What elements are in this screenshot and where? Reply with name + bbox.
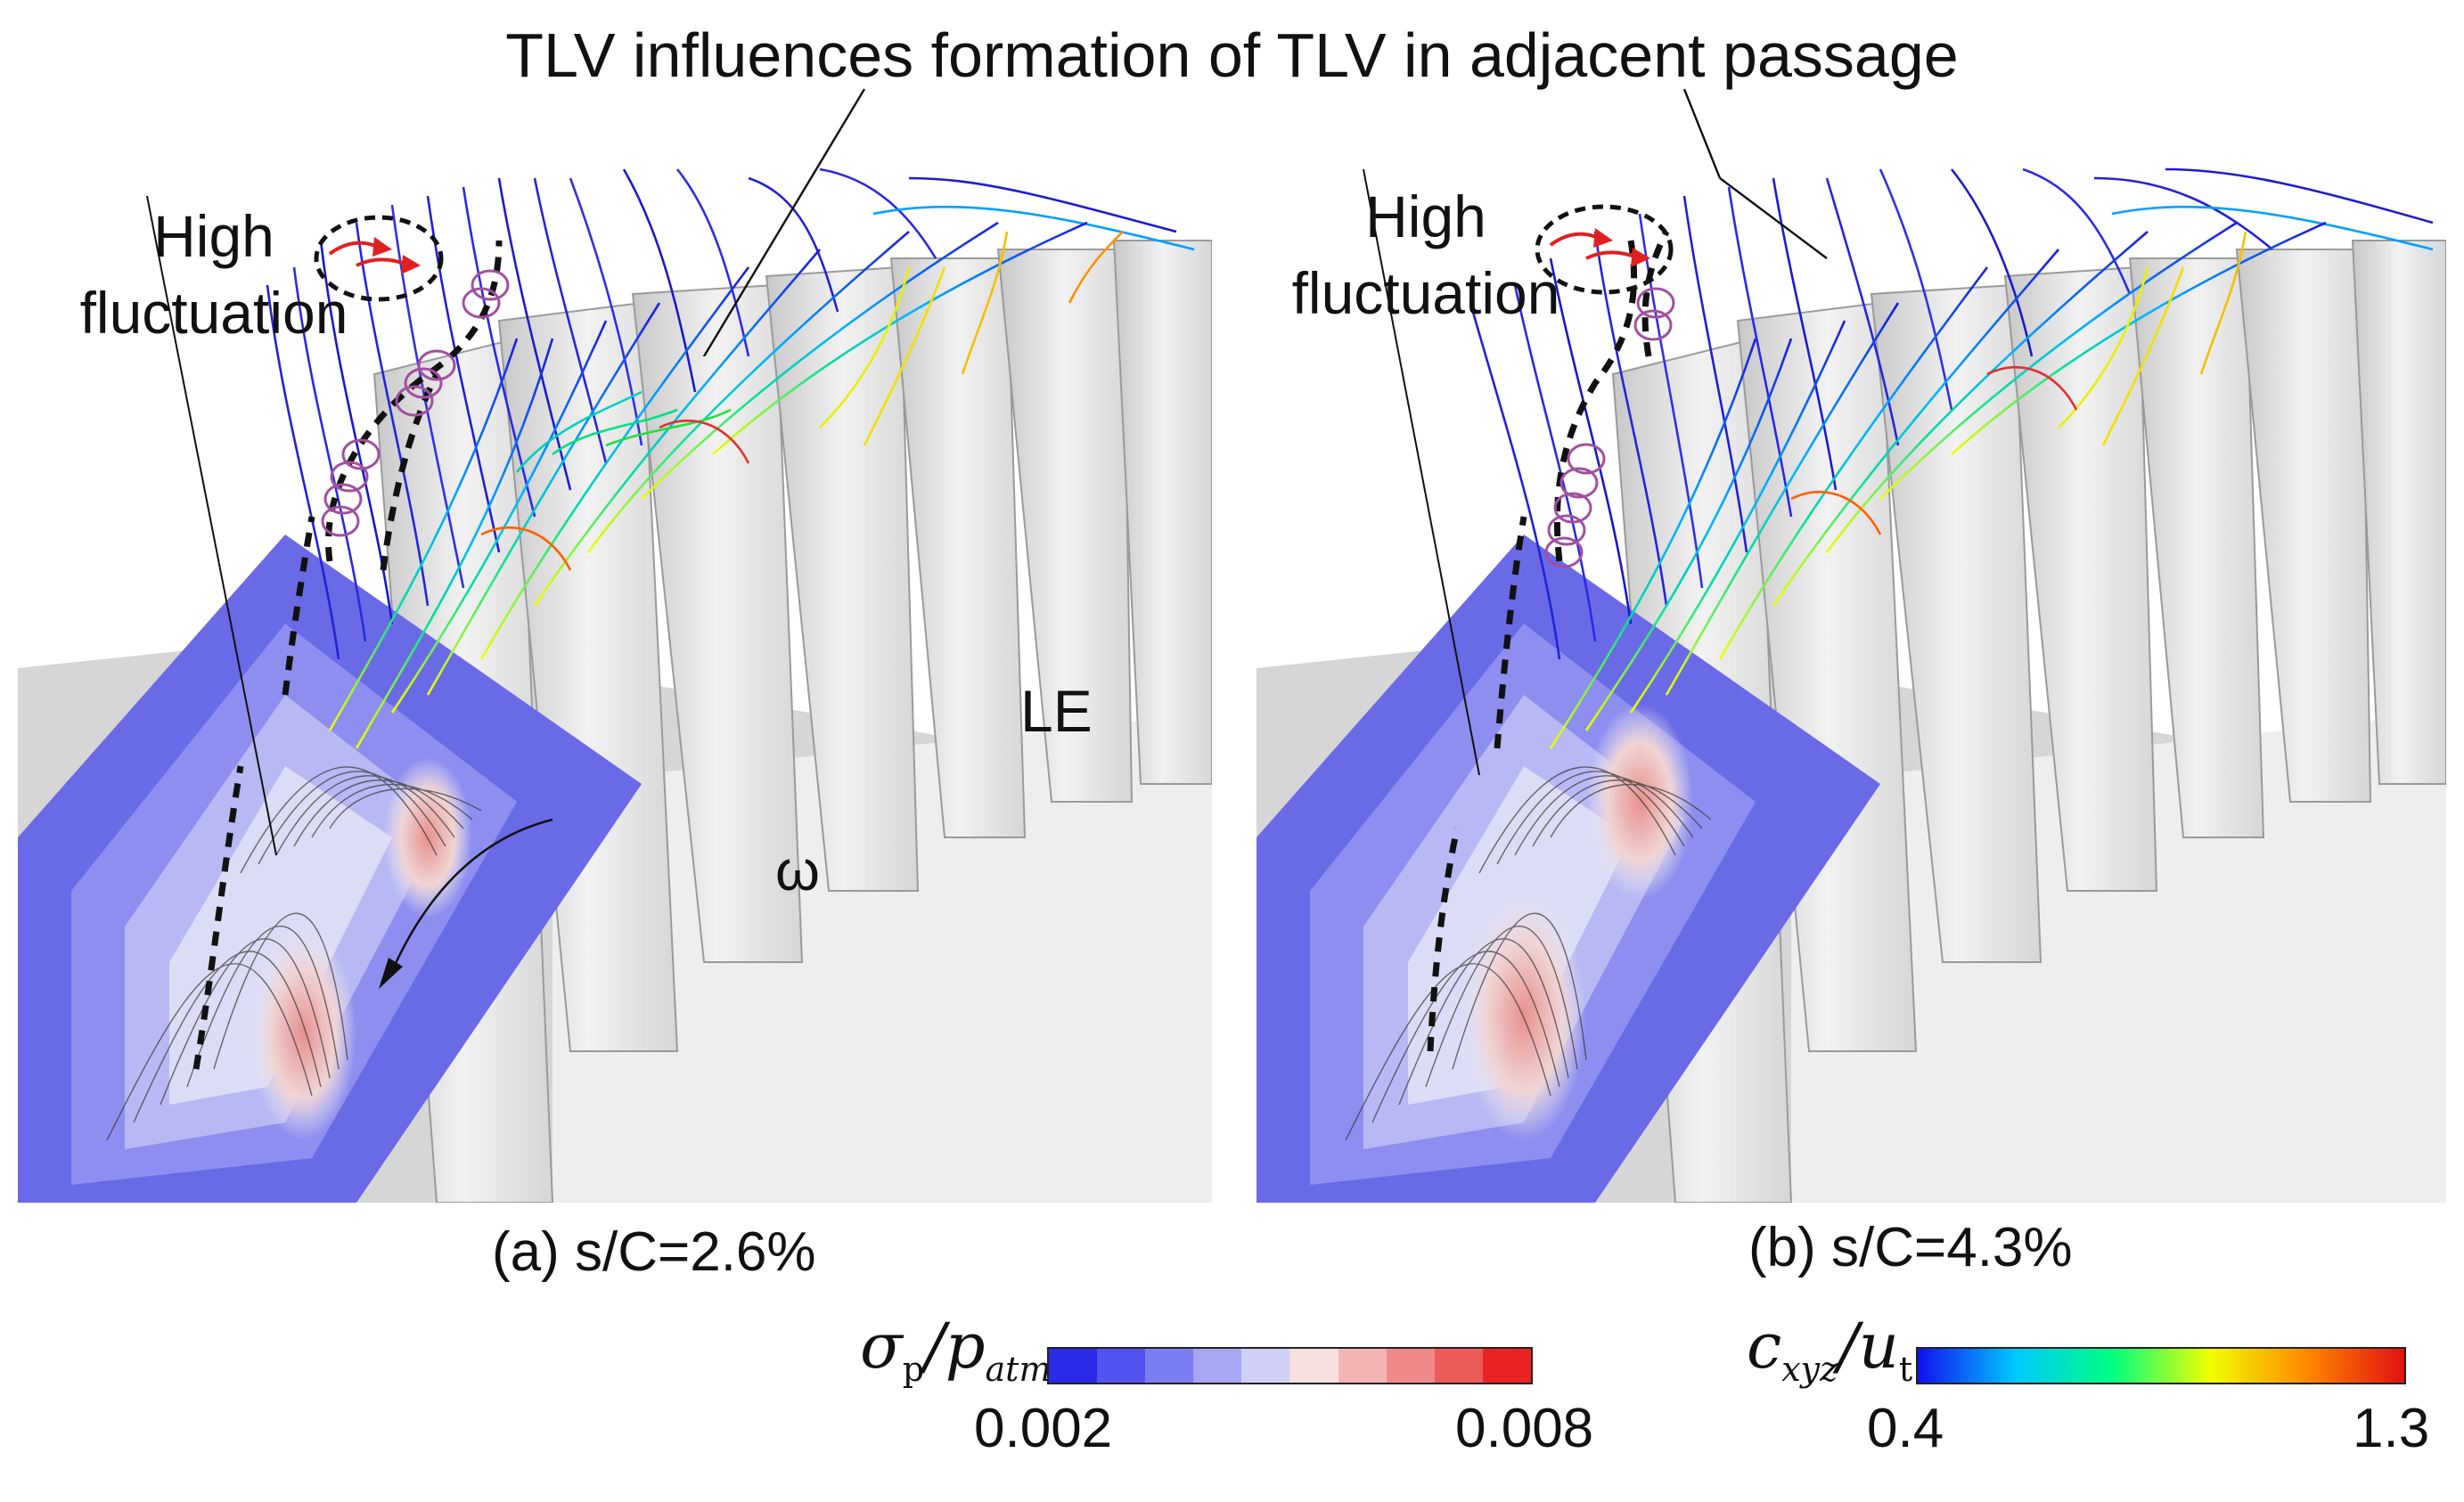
interaction-circle bbox=[314, 215, 444, 302]
pressure-colorbar-swatch bbox=[1386, 1349, 1435, 1383]
velocity-sym: c bbox=[1747, 1310, 1782, 1383]
velocity-sub: xyz bbox=[1781, 1350, 1838, 1389]
pressure-colorbar bbox=[1047, 1347, 1533, 1384]
pressure-min-tick: 0.002 bbox=[974, 1398, 1113, 1459]
velocity-colorbar bbox=[1916, 1347, 2406, 1384]
pressure-colorbar-swatch bbox=[1145, 1349, 1194, 1383]
leader-high-fluctuation-a bbox=[146, 195, 277, 856]
pressure-colorbar-swatch bbox=[1482, 1349, 1531, 1383]
panel-a-visualization bbox=[18, 167, 1212, 1203]
panel-b-visualization bbox=[1257, 167, 2446, 1203]
velocity-t: t bbox=[1898, 1350, 1913, 1389]
pressure-max-tick: 0.008 bbox=[1455, 1398, 1594, 1459]
hf-a-line2: fluctuation bbox=[79, 280, 348, 346]
pressure-sym: σ bbox=[860, 1310, 903, 1383]
pressure-div: /p bbox=[924, 1310, 986, 1383]
pressure-colorbar-swatch bbox=[1049, 1349, 1098, 1383]
pressure-colorbar-swatch bbox=[1338, 1349, 1387, 1383]
pressure-contour-plane bbox=[18, 535, 642, 1203]
pressure-contour-plane bbox=[1257, 535, 1880, 1203]
rotation-arrow bbox=[390, 818, 553, 972]
leader-high-fluctuation-b bbox=[1363, 168, 1480, 776]
leading-edge-label: LE bbox=[1020, 678, 1093, 744]
pressure-colorbar-swatch bbox=[1193, 1349, 1242, 1383]
velocity-legend-label: cxyz/ut bbox=[1747, 1310, 1912, 1389]
hf-b-line2: fluctuation bbox=[1291, 260, 1560, 326]
tip-leakage-streamlines bbox=[1469, 167, 2434, 749]
vortex-arrows bbox=[1549, 228, 1650, 267]
high-fluctuation-label-b: High fluctuation bbox=[1248, 178, 1604, 331]
velocity-max-tick: 1.3 bbox=[2353, 1398, 2430, 1459]
high-fluctuation-label-a: High fluctuation bbox=[36, 198, 392, 351]
pressure-legend-label: σp/patm bbox=[860, 1310, 1052, 1389]
pressure-sub: p bbox=[902, 1350, 925, 1389]
vortex-arrows bbox=[328, 237, 421, 274]
rotation-arrowhead bbox=[379, 958, 403, 989]
tip-leakage-streamlines bbox=[266, 167, 1195, 749]
pressure-colorbar-swatch bbox=[1097, 1349, 1146, 1383]
blade-row bbox=[372, 240, 1212, 1203]
omega-label: ω bbox=[775, 838, 820, 902]
small-vortex-markers bbox=[321, 269, 510, 537]
hf-a-line1: High bbox=[153, 203, 274, 269]
title-leader-lines bbox=[702, 88, 1828, 356]
pressure-colorbar-swatch bbox=[1289, 1349, 1338, 1383]
small-vortex-markers bbox=[1544, 287, 1675, 568]
velocity-min-tick: 0.4 bbox=[1867, 1398, 1944, 1459]
pressure-colorbar-swatch bbox=[1241, 1349, 1290, 1383]
pressure-atm: atm bbox=[985, 1350, 1052, 1389]
hf-b-line1: High bbox=[1365, 184, 1486, 249]
figure-title: TLV influences formation of TLV in adjac… bbox=[505, 20, 1959, 90]
interaction-circle bbox=[1535, 204, 1674, 295]
caption-panel-b: (b) s/C=4.3% bbox=[1748, 1217, 2073, 1278]
velocity-div: /u bbox=[1838, 1310, 1899, 1383]
pressure-colorbar-swatch bbox=[1434, 1349, 1483, 1383]
caption-panel-a: (a) s/C=2.6% bbox=[492, 1221, 816, 1283]
